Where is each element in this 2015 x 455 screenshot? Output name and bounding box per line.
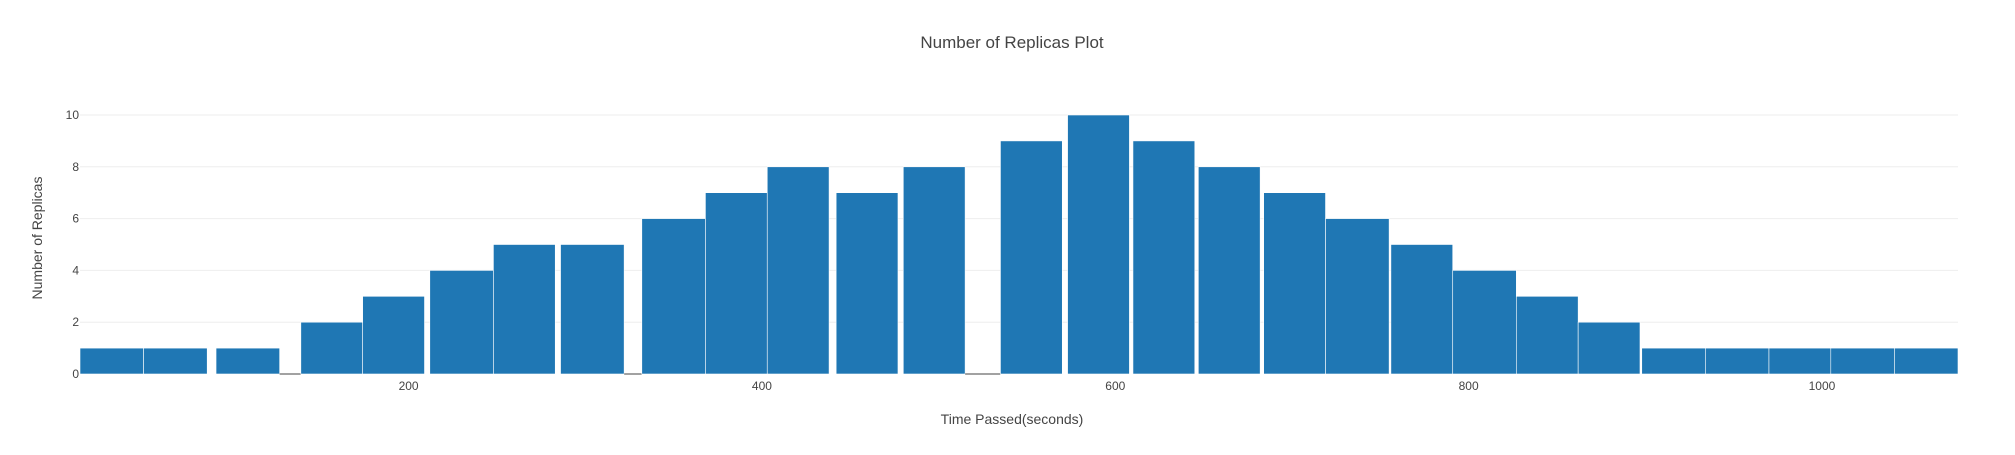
bar xyxy=(143,347,208,375)
bar xyxy=(1325,218,1390,375)
bar xyxy=(429,270,494,375)
bar xyxy=(1641,347,1706,375)
x-tick-label: 800 xyxy=(1459,379,1479,393)
x-tick-label: 200 xyxy=(399,379,419,393)
bar xyxy=(79,347,144,375)
y-tick-label: 8 xyxy=(72,160,79,174)
bar xyxy=(835,192,899,375)
bar xyxy=(705,192,768,375)
y-axis-label: Number of Replicas xyxy=(29,177,45,300)
bars xyxy=(79,114,1959,375)
bar xyxy=(1768,347,1832,375)
bar xyxy=(1894,347,1959,375)
bar xyxy=(300,321,363,375)
bar xyxy=(362,295,425,375)
y-tick-label: 2 xyxy=(72,315,79,329)
bar xyxy=(902,166,966,375)
chart-title: Number of Replicas Plot xyxy=(920,33,1104,52)
bar xyxy=(1000,140,1063,375)
bar xyxy=(1198,166,1261,375)
x-tick-label: 600 xyxy=(1105,379,1125,393)
bar xyxy=(1577,321,1641,375)
bar xyxy=(215,347,280,375)
bar xyxy=(1452,270,1517,375)
bar xyxy=(641,218,706,375)
bar xyxy=(1516,295,1579,375)
bar xyxy=(560,244,625,375)
y-tick-label: 6 xyxy=(72,212,79,226)
y-tick-label: 4 xyxy=(72,263,79,277)
x-axis-ticks: 200 400 600 800 1000 xyxy=(399,379,1836,393)
y-tick-label: 10 xyxy=(66,108,80,122)
y-axis-ticks: 0 2 4 6 8 10 xyxy=(66,108,80,381)
bar xyxy=(1830,347,1895,375)
bar xyxy=(1067,114,1130,375)
bar xyxy=(1132,140,1196,375)
bar xyxy=(1390,244,1454,375)
bar xyxy=(1705,347,1770,375)
x-axis-label: Time Passed(seconds) xyxy=(941,411,1084,427)
bar xyxy=(766,166,830,375)
bar xyxy=(1263,192,1326,375)
x-tick-label: 1000 xyxy=(1809,379,1836,393)
y-tick-label: 0 xyxy=(72,367,79,381)
bar xyxy=(493,244,556,375)
x-tick-label: 400 xyxy=(752,379,772,393)
